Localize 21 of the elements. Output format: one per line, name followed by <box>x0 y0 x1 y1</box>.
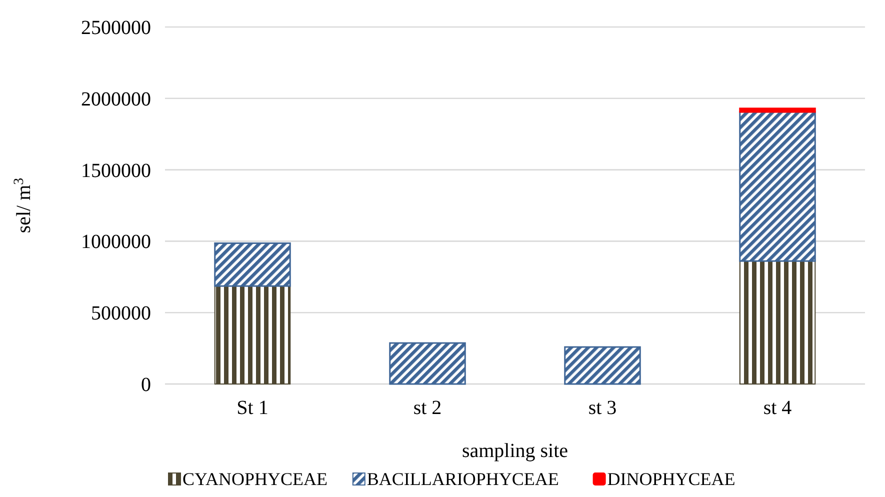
bar <box>389 342 466 385</box>
legend-label: CYANOPHYCEAE <box>182 469 328 489</box>
legend-label: BACILLARIOPHYCEAE <box>366 469 559 489</box>
y-tick-label: 1000000 <box>81 231 151 254</box>
x-tick-label: St 1 <box>236 397 268 419</box>
y-tick-label: 500000 <box>91 302 151 325</box>
x-tick-label: st 4 <box>763 397 792 419</box>
y-tick-label: 2000000 <box>81 88 151 110</box>
y-tick-label: 0 <box>141 374 151 396</box>
bar <box>214 286 291 384</box>
bar <box>739 108 816 113</box>
x-axis-title: sampling site <box>462 440 568 462</box>
bar <box>739 111 816 262</box>
x-tick-label: st 2 <box>413 397 442 419</box>
bar <box>214 242 291 287</box>
legend-label: DINOPHYCEAE <box>607 469 736 489</box>
y-tick-label: 1500000 <box>81 160 151 182</box>
bar <box>739 260 816 384</box>
y-tick-label: 2500000 <box>81 17 151 39</box>
x-tick-label: st 3 <box>588 397 617 419</box>
bar <box>564 346 641 385</box>
